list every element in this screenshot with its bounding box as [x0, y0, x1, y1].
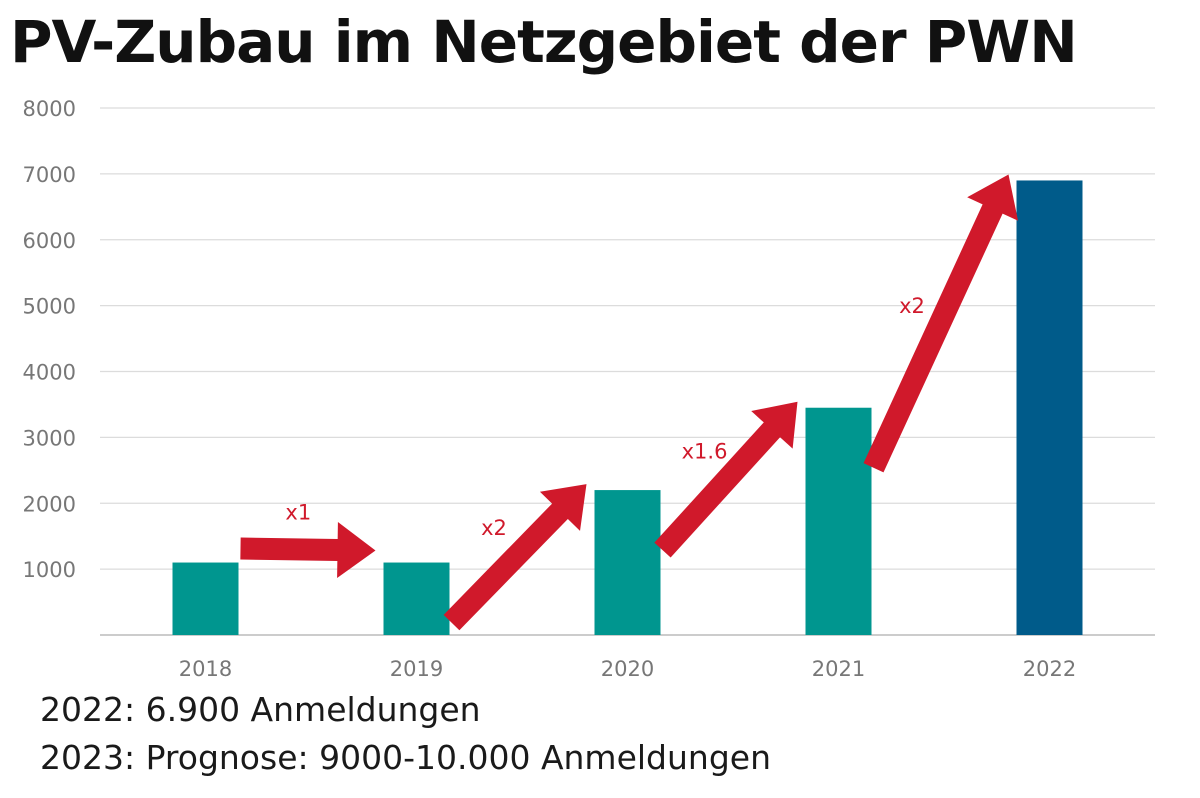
x-tick-label: 2022	[1023, 657, 1076, 681]
x-tick-label: 2021	[812, 657, 865, 681]
bar-2019	[383, 562, 450, 635]
y-tick-label: 8000	[23, 97, 76, 121]
growth-arrow-2021-2022	[863, 174, 1019, 473]
growth-arrows: x1 x2 x1.6 x2	[240, 174, 1019, 631]
growth-arrow-2018-2019	[240, 521, 376, 578]
growth-label: x1.6	[682, 439, 728, 463]
growth-label: x2	[481, 516, 507, 540]
y-tick-label: 1000	[23, 558, 76, 582]
footnote-2022: 2022: 6.900 Anmeldungen	[40, 690, 481, 729]
footnote-2023-forecast: 2023: Prognose: 9000-10.000 Anmeldungen	[40, 738, 771, 777]
x-axis-ticks: 2018 2019 2020 2021 2022	[179, 657, 1076, 681]
chart-title: PV-Zubau im Netzgebiet der PWN	[10, 8, 1078, 76]
bar-2018	[172, 562, 239, 635]
y-tick-label: 3000	[23, 426, 76, 450]
y-axis-ticks: 1000 2000 3000 4000 5000 6000 7000 8000	[23, 97, 76, 582]
y-tick-label: 6000	[23, 229, 76, 253]
x-tick-label: 2018	[179, 657, 232, 681]
growth-arrow-2019-2020	[443, 484, 587, 631]
bar-2020	[594, 490, 661, 635]
growth-label: x1	[285, 501, 311, 525]
growth-label: x2	[899, 294, 925, 318]
y-tick-label: 2000	[23, 492, 76, 516]
x-tick-label: 2020	[601, 657, 654, 681]
bar-2021	[805, 407, 872, 635]
y-tick-label: 7000	[23, 163, 76, 187]
bar-2022	[1016, 180, 1083, 635]
y-tick-label: 5000	[23, 295, 76, 319]
growth-arrow-2020-2021	[654, 401, 798, 558]
bars	[172, 180, 1083, 635]
y-tick-label: 4000	[23, 361, 76, 385]
x-tick-label: 2019	[390, 657, 443, 681]
